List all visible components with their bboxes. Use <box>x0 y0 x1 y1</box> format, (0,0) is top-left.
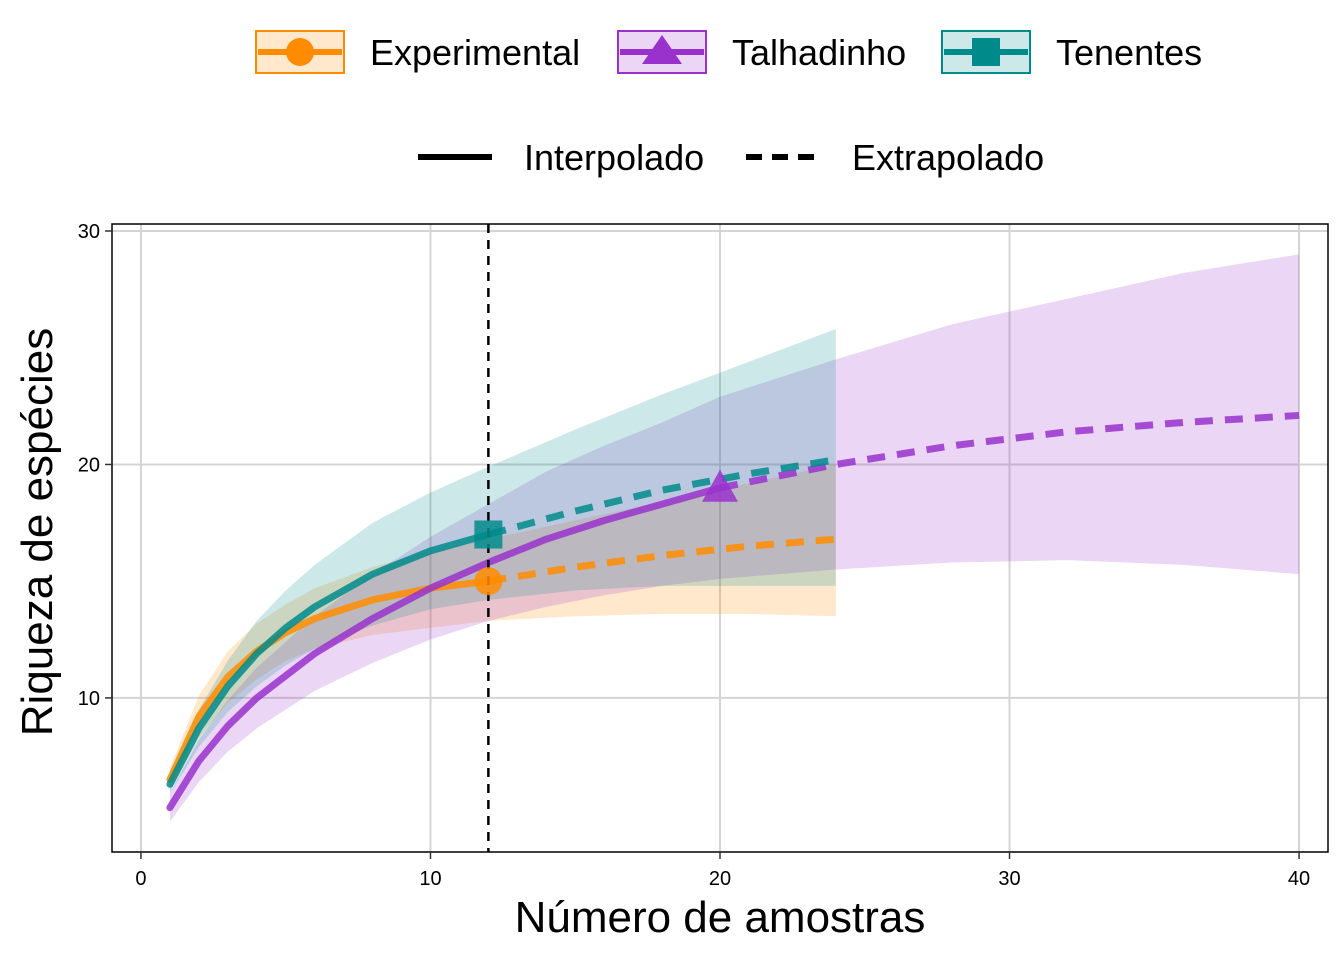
x-axis: 0 10 20 30 40 <box>135 852 1310 890</box>
line-interpolated-tenentes <box>166 530 492 788</box>
y-tick-label: 30 <box>78 221 100 243</box>
x-tick-label: 30 <box>998 868 1020 890</box>
legend-triangle-icon <box>642 35 682 64</box>
legend-label-experimental: Experimental <box>370 32 580 73</box>
ribbon-experimental <box>169 464 836 792</box>
observed-points <box>474 469 738 596</box>
x-tick-label: 10 <box>419 868 441 890</box>
legend-circle-icon <box>286 38 314 66</box>
y-axis-title: Riqueza de espécies <box>13 328 62 736</box>
ribbon-tenentes <box>169 329 836 794</box>
y-tick-label: 10 <box>78 688 100 710</box>
legend-label-tenentes: Tenentes <box>1056 32 1202 73</box>
x-tick-label: 0 <box>135 868 146 890</box>
line-extrapolated-talhadinho <box>719 411 1300 492</box>
legend-item-interpolado: Interpolado <box>418 137 704 178</box>
observed-point-experimental <box>474 567 503 596</box>
series-lines <box>166 411 1300 812</box>
legend-label-talhadinho: Talhadinho <box>732 32 906 73</box>
legend-square-icon <box>972 38 1000 66</box>
x-tick-label: 40 <box>1288 868 1310 890</box>
y-axis: 10 20 30 <box>78 221 112 710</box>
x-axis-title: Número de amostras <box>515 893 926 942</box>
y-tick-label: 20 <box>78 454 100 476</box>
legend-label-interpolado: Interpolado <box>524 137 704 178</box>
observed-point-tenentes <box>474 520 503 549</box>
legend-item-extrapolado: Extrapolado <box>746 137 1044 178</box>
observed-point-talhadinho <box>702 469 738 502</box>
color-legend: Experimental Talhadinho Tenentes <box>255 30 1202 74</box>
ribbon-talhadinho <box>169 254 1300 822</box>
legend-item-tenentes: Tenentes <box>941 30 1202 74</box>
grid-lines <box>112 224 1328 852</box>
x-tick-label: 20 <box>709 868 731 890</box>
confidence-ribbons <box>169 254 1300 822</box>
legend-item-talhadinho: Talhadinho <box>617 30 906 74</box>
legend-item-experimental: Experimental <box>255 30 580 74</box>
linetype-legend: Interpolado Extrapolado <box>418 137 1044 178</box>
legend-label-extrapolado: Extrapolado <box>852 137 1044 178</box>
line-interpolated-talhadinho <box>166 484 724 812</box>
